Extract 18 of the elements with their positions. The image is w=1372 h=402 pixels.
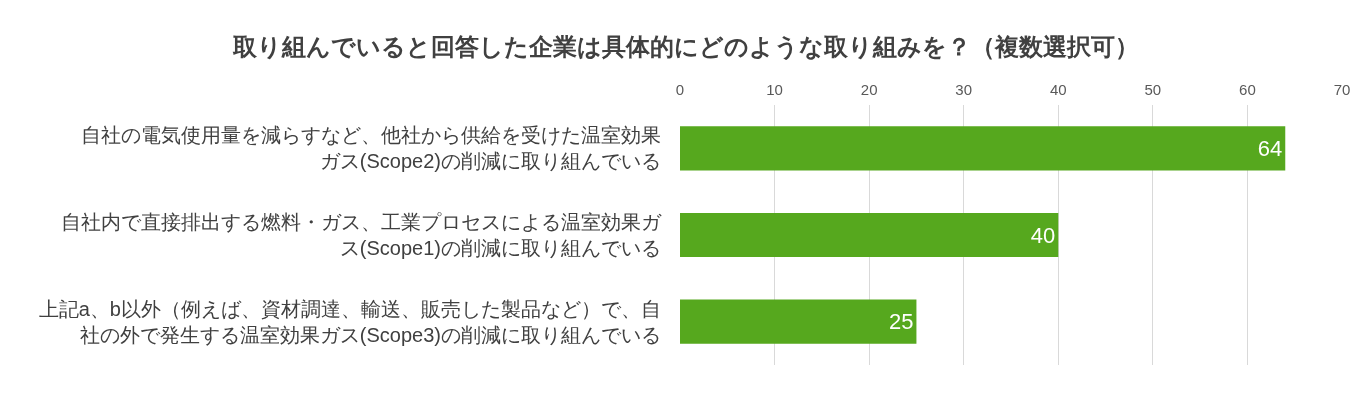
y-tick-label: 自社の電気使用量を減らすなど、他社から供給を受けた温室効果ガス(Scope2)の削減に取り組んでいる [81, 124, 661, 173]
data-label: 40 [1030, 222, 1056, 248]
bar [680, 212, 1059, 258]
x-tick-label: 70 [1333, 81, 1351, 98]
y-tick-label: 上記a、b以外（例えば、資材調達、輸送、販売した製品など）で、自社の外で発生する温室効果ガス(Scope3)の削減に取り組んでいる [38, 297, 661, 346]
x-tick-label: 40 [1049, 81, 1067, 98]
bar [680, 299, 917, 344]
x-tick-label: 10 [766, 81, 783, 98]
x-tick-label: 0 [675, 81, 685, 98]
x-tick-label: 50 [1144, 81, 1162, 98]
chart-title: 取り組んでいると回答した企業は具体的にどのような取り組みを？（複数選択可） [232, 33, 1139, 62]
x-tick-label: 20 [860, 81, 878, 98]
x-tick-label: 60 [1239, 81, 1256, 98]
data-label: 25 [888, 309, 914, 335]
bar [680, 126, 1286, 171]
x-tick-label: 30 [955, 81, 973, 98]
data-label: 64 [1257, 135, 1283, 161]
y-tick-label: 自社内で直接排出する燃料・ガス、工業プロセスによる温室効果ガス(Scope1)の削減に取り組んでいる [61, 211, 662, 259]
